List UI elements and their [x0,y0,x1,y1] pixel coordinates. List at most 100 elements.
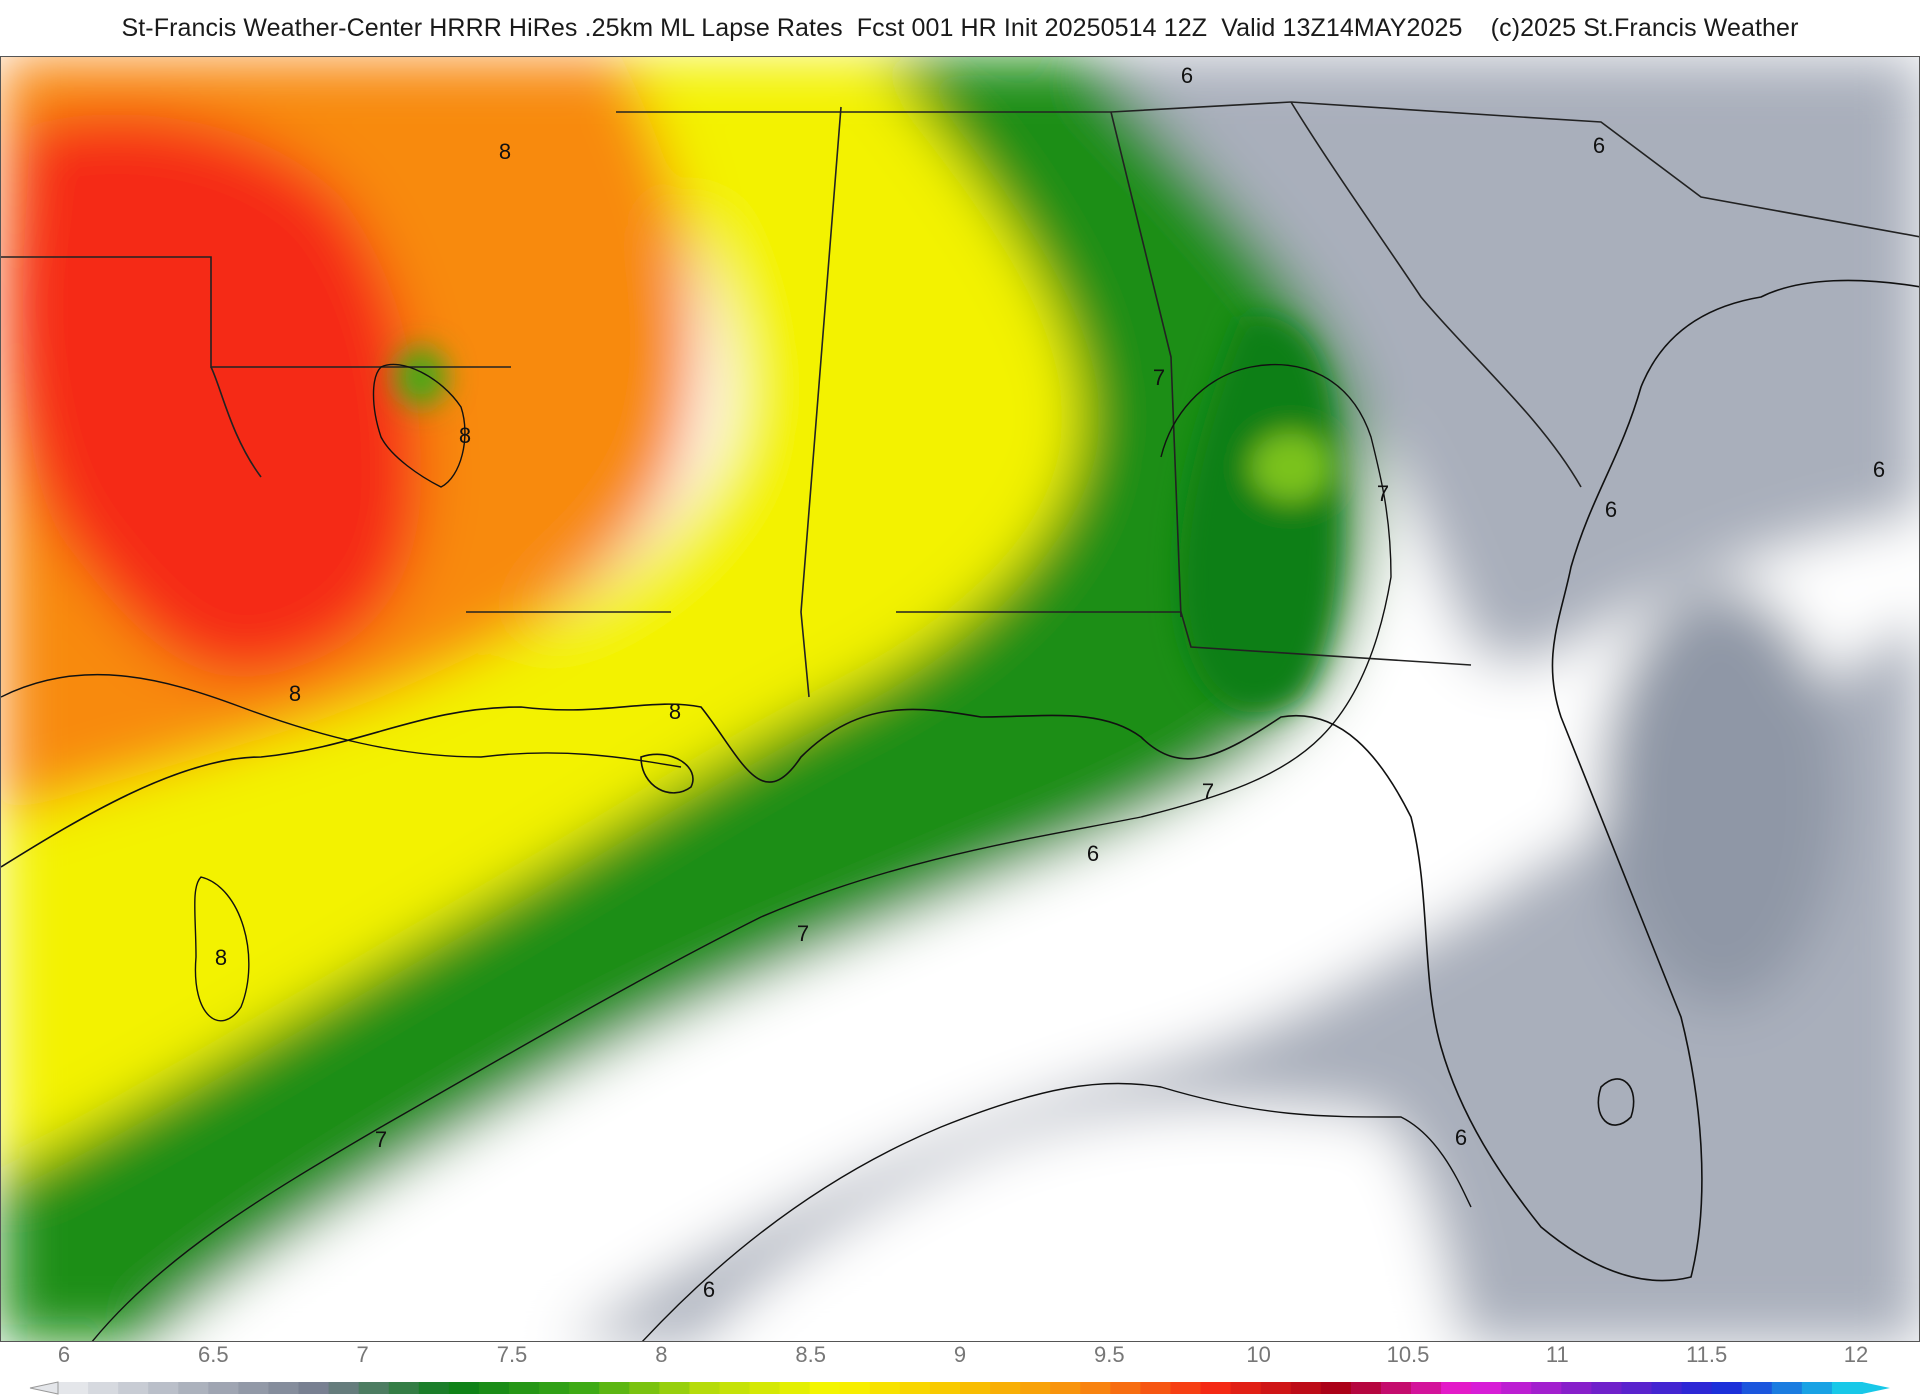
contour-label: 6 [1605,497,1617,522]
colorbar-tick-label: 11.5 [1686,1342,1728,1367]
field-green-georgia [395,315,1337,713]
contour-label: 7 [1153,365,1165,390]
colorbar-swatch [1380,1382,1412,1394]
contour-label: 7 [1377,481,1389,506]
field-white-gulf [702,1104,1461,1341]
colorbar-swatch [208,1382,239,1394]
colorbar-swatch [569,1382,600,1394]
colorbar-swatch [1621,1382,1653,1394]
colorbar-swatch [1711,1382,1743,1394]
field-red [7,113,421,678]
colorbar-tick-label: 6.5 [198,1342,229,1367]
colorbar-swatch [779,1382,811,1394]
field-gray-atlantic [1601,587,1841,1007]
lapse-rate-field [1,57,1919,1341]
border-fl-panhandle [896,611,1472,666]
colorbar-swatch [509,1382,540,1394]
colorbar-swatch [1110,1382,1141,1394]
contour-7-west [91,363,1392,1341]
colorbar-swatch [1501,1382,1532,1394]
colorbar-swatch [990,1382,1021,1394]
colorbar-swatch [1260,1382,1292,1394]
colorbar-swatch [1320,1382,1352,1394]
colorbar-swatch [58,1382,89,1394]
colorbar-swatch [749,1382,781,1394]
contour-label: 6 [1873,457,1885,482]
border-nc-sc [1290,101,1919,238]
lake-pontchartrain [640,753,694,794]
contour-label: 6 [1593,133,1605,158]
colorbar-swatch [719,1382,751,1394]
colorbar-tick-label: 9.5 [1094,1342,1125,1367]
contour-label: 8 [669,699,681,724]
colorbar-max-arrow [1862,1382,1890,1394]
colorbar-swatch [1230,1382,1262,1394]
colorbar-swatch [478,1382,510,1394]
colorbar-swatch [809,1382,841,1394]
border-ok-tx [1,256,511,368]
colorbar-swatch [358,1382,390,1394]
okeechobee [1597,1078,1635,1126]
colorbar-swatch [1531,1382,1562,1394]
contour-label: 6 [703,1277,715,1302]
colorbar-swatch [960,1382,991,1394]
colorbar-tick-label: 10 [1246,1342,1271,1367]
colorbar-swatch [1020,1382,1051,1394]
colorbar-swatch [148,1382,179,1394]
colorbar-swatch [388,1382,420,1394]
contour-label: 6 [1087,841,1099,866]
colorbar-swatch [899,1382,931,1394]
colorbar-swatch [448,1382,480,1394]
colorbar-swatch [539,1382,570,1394]
colorbar-tick-label: 11 [1545,1342,1569,1367]
map-title: St-Francis Weather-Center HRRR HiRes .25… [121,13,1799,42]
coastline [1,279,1919,1282]
colorbar-swatch [1411,1382,1442,1394]
contours [1,363,1472,1341]
colorbar-swatch [1561,1382,1592,1394]
contour-8-blob [194,876,250,1022]
contour-label: 8 [499,139,511,164]
colorbar-swatch [1471,1382,1502,1394]
contour-label: 7 [797,921,809,946]
colorbar-swatch [1080,1382,1111,1394]
contour-label: 8 [215,945,227,970]
border-ms-al [800,106,842,698]
colorbar-swatch [1140,1382,1172,1394]
map-canvas: 6 6 6 6 6 6 6 7 7 7 7 7 8 8 8 8 8 [1,57,1919,1341]
colorbar: 6 6.5 7 7.5 8 8.5 9 9.5 10 10.5 11 11.5 12 [0,1342,1920,1400]
colorbar-swatch [418,1382,450,1394]
colorbar-tick-label: 9 [953,1342,967,1367]
colorbar-swatch [328,1382,360,1394]
colorbar-swatch [178,1382,209,1394]
contour-8-north [372,363,466,488]
colorbar-swatch [869,1382,901,1394]
colorbar-swatch [88,1382,119,1394]
colorbar-swatch [1350,1382,1382,1394]
colorbar-swatch [929,1382,961,1394]
colorbar-swatch [1591,1382,1623,1394]
colorbar-swatch [1200,1382,1232,1394]
colorbar-swatch [268,1382,300,1394]
colorbar-tick-label: 8 [655,1342,668,1367]
colorbar-swatch [1771,1382,1803,1394]
colorbar-swatch [1290,1382,1322,1394]
border-red-river [210,366,262,478]
contour-labels: 6 6 6 6 6 6 6 7 7 7 7 7 8 8 8 8 8 [215,63,1885,1302]
field-gray [563,57,1919,1341]
colorbar-swatch [238,1382,270,1394]
colorbar-swatch [839,1382,871,1394]
colorbar-swatch [599,1382,630,1394]
colorbar-swatch [629,1382,660,1394]
contour-label: 7 [375,1127,387,1152]
colorbar-tick-label: 6 [57,1342,71,1367]
colorbar-tick-label: 7 [356,1342,369,1367]
contour-label: 8 [459,423,471,448]
lapse-rate-map: 6 6 6 6 6 6 6 7 7 7 7 7 8 8 8 8 8 [0,56,1920,1342]
contour-label: 8 [289,681,301,706]
border-al-ga [1110,111,1182,618]
contour-label: 6 [1181,63,1193,88]
colorbar-swatch [1801,1382,1833,1394]
colorbar-swatch [1441,1382,1472,1394]
contour-label: 6 [1455,1125,1467,1150]
